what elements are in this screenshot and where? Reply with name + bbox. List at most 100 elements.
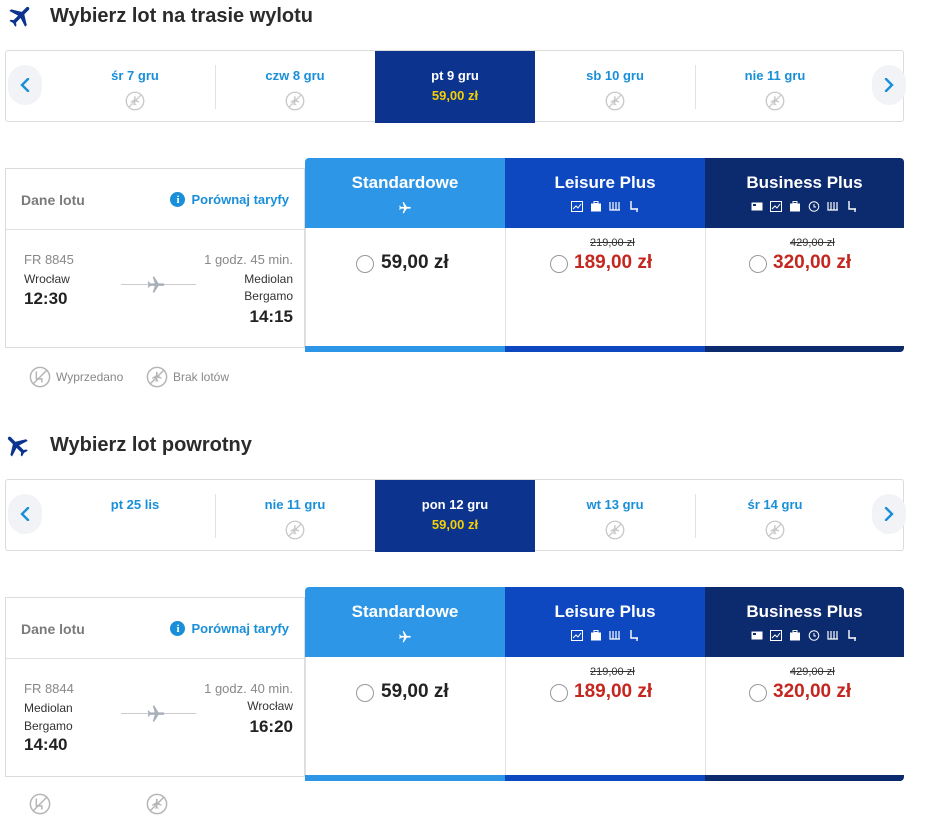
- fare-radio[interactable]: [749, 255, 767, 273]
- fare-name: Standardowe: [351, 602, 459, 621]
- chevron-left-icon: [19, 78, 31, 92]
- date-option[interactable]: nie 11 gru: [695, 51, 855, 123]
- info-icon: i: [170, 621, 186, 636]
- compare-fares-link[interactable]: i Porównaj taryfy: [170, 621, 289, 636]
- date-selector: śr 7 gru czw 8 gru pt 9 gru 59,00 zł sb …: [5, 50, 906, 123]
- arrival-time: 14:15: [249, 307, 293, 326]
- chart-icon: [770, 201, 782, 212]
- seat-icon: [628, 630, 640, 641]
- fare-leisure-plus: Leisure Plus 219,00 zł 189,00 zł: [505, 587, 705, 783]
- legend-no-flights: Brak lotów: [146, 366, 229, 388]
- date-option-selected[interactable]: pon 12 gru 59,00 zł: [375, 480, 535, 552]
- date-price: 59,00 zł: [431, 517, 479, 532]
- fare-radio[interactable]: [356, 684, 374, 702]
- fare-name: Standardowe: [351, 173, 459, 192]
- date-price: 59,00 zł: [431, 88, 479, 103]
- no-flight-icon: [605, 91, 625, 111]
- plane-icon: [1, 0, 41, 36]
- bag-icon: [789, 201, 801, 212]
- date-option[interactable]: pt 25 lis: [110, 497, 160, 512]
- seats-icon: [609, 630, 621, 641]
- fare-price: 59,00 zł: [381, 681, 449, 702]
- chart-icon: [571, 630, 583, 641]
- arrival-time: 16:20: [249, 717, 293, 736]
- no-flight-icon: [146, 793, 168, 815]
- card-icon: [751, 630, 763, 641]
- fare-standard: Standardowe 59,00 zł: [305, 158, 505, 354]
- flight-details: Dane lotu i Porównaj taryfy FR 8845 1 go…: [5, 168, 305, 348]
- fare-old-price: 219,00 zł: [590, 237, 635, 249]
- legend-sold-out: Wyprzedano: [29, 366, 123, 388]
- sold-out-icon: [29, 793, 51, 815]
- info-icon: i: [170, 192, 186, 207]
- no-flight-icon: [285, 91, 305, 111]
- chart-icon: [571, 201, 583, 212]
- fare-price: 189,00 zł: [574, 681, 653, 702]
- arrival-city: Mediolan Bergamo: [244, 272, 293, 303]
- compare-fares-link[interactable]: i Porównaj taryfy: [170, 192, 289, 207]
- next-dates-button[interactable]: [872, 494, 906, 534]
- details-label: Dane lotu: [21, 621, 85, 637]
- fare-name: Business Plus: [746, 173, 863, 192]
- fare-old-price: 429,00 zł: [790, 666, 835, 678]
- fare-business-plus: Business Plus 429,00 zł 320,00 zł: [705, 158, 904, 354]
- plane-icon: [398, 201, 412, 215]
- section-title: Wybierz lot na trasie wylotu: [50, 5, 314, 27]
- fare-radio[interactable]: [550, 684, 568, 702]
- fare-business-plus: Business Plus 429,00 zł 320,00 zł: [705, 587, 904, 783]
- outbound-section: Wybierz lot na trasie wylotu śr 7 gru cz…: [0, 0, 938, 400]
- fare-radio[interactable]: [356, 255, 374, 273]
- inbound-section: Wybierz lot powrotny pt 25 lis nie 11 gr…: [0, 429, 938, 799]
- departure-time: 12:30: [24, 289, 68, 308]
- date-option[interactable]: śr 14 gru: [695, 480, 855, 552]
- clock-icon: [808, 630, 820, 641]
- flight-details: Dane lotu i Porównaj taryfy FR 8844 1 go…: [5, 597, 305, 777]
- no-flight-icon: [765, 91, 785, 111]
- date-option-selected[interactable]: pt 9 gru 59,00 zł: [375, 51, 535, 123]
- no-flight-icon: [605, 520, 625, 540]
- seat-icon: [628, 201, 640, 212]
- fare-name: Leisure Plus: [554, 602, 656, 621]
- fare-price: 320,00 zł: [773, 252, 852, 273]
- no-flight-icon: [765, 520, 785, 540]
- prev-dates-button[interactable]: [8, 65, 42, 105]
- date-option[interactable]: czw 8 gru: [215, 51, 375, 123]
- fare-leisure-plus: Leisure Plus 219,00 zł 189,00 zł: [505, 158, 705, 354]
- fare-name: Leisure Plus: [554, 173, 656, 192]
- seat-icon: [846, 201, 858, 212]
- plane-icon: [146, 704, 166, 724]
- next-dates-button[interactable]: [872, 65, 906, 105]
- chevron-right-icon: [883, 78, 895, 92]
- date-option[interactable]: nie 11 gru: [215, 480, 375, 552]
- fare-price: 59,00 zł: [381, 252, 449, 273]
- chevron-right-icon: [883, 507, 895, 521]
- bag-icon: [590, 201, 602, 212]
- flight-duration: 1 godz. 45 min.: [204, 252, 293, 267]
- date-selector: pt 25 lis nie 11 gru pon 12 gru 59,00 zł…: [5, 479, 906, 552]
- sold-out-icon: [29, 366, 51, 388]
- no-flight-icon: [285, 520, 305, 540]
- seat-icon: [846, 630, 858, 641]
- chevron-left-icon: [19, 507, 31, 521]
- fare-radio[interactable]: [749, 684, 767, 702]
- fare-old-price: 429,00 zł: [790, 237, 835, 249]
- section-title: Wybierz lot powrotny: [50, 434, 252, 456]
- plane-icon: [398, 630, 412, 644]
- date-option[interactable]: sb 10 gru: [535, 51, 695, 123]
- plane-icon: [146, 275, 166, 295]
- seats-icon: [827, 201, 839, 212]
- flight-duration: 1 godz. 40 min.: [204, 681, 293, 696]
- prev-dates-button[interactable]: [8, 494, 42, 534]
- fare-price: 189,00 zł: [574, 252, 653, 273]
- fare-standard: Standardowe 59,00 zł: [305, 587, 505, 783]
- fare-price: 320,00 zł: [773, 681, 852, 702]
- date-option[interactable]: wt 13 gru: [535, 480, 695, 552]
- bag-icon: [590, 630, 602, 641]
- fare-name: Business Plus: [746, 602, 863, 621]
- flight-number: FR 8845: [24, 252, 74, 267]
- flight-number: FR 8844: [24, 681, 74, 696]
- date-option[interactable]: śr 7 gru: [55, 51, 215, 123]
- chart-icon: [770, 630, 782, 641]
- no-flight-icon: [125, 91, 145, 111]
- fare-radio[interactable]: [550, 255, 568, 273]
